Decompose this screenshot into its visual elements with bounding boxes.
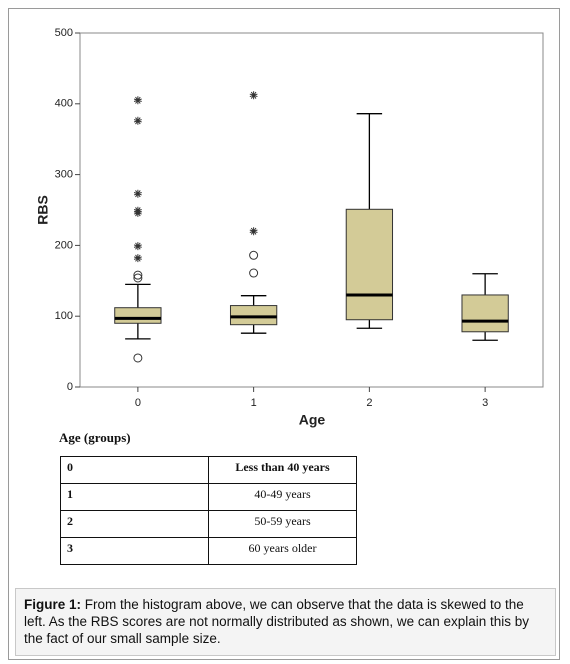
y-tick-label: 0 (67, 381, 73, 393)
y-tick-label: 200 (55, 239, 73, 251)
outlier (249, 250, 259, 260)
x-axis-title: Age (299, 412, 326, 428)
x-tick-label: 2 (366, 397, 372, 409)
x-tick-label: 1 (251, 397, 257, 409)
y-tick-label: 400 (55, 98, 73, 110)
table-cell: 0 (60, 456, 209, 484)
age-groups-table: 0 Less than 40 years 1 40-49 years 2 50-59 … (60, 456, 357, 565)
box (229, 305, 278, 326)
table-row: 2 50-59 years (60, 510, 357, 538)
table-cell: 3 (60, 537, 209, 565)
caption: Figure 1: From the histogram above, we c… (15, 588, 556, 656)
table-cell: Less than 40 years (208, 456, 357, 484)
outlier (133, 270, 143, 280)
table-row: 1 40-49 years (60, 483, 357, 511)
x-tick-label: 3 (482, 397, 488, 409)
y-tick-label: 100 (55, 310, 73, 322)
outlier (249, 268, 259, 278)
outlier (133, 353, 143, 363)
plot-area (79, 32, 544, 388)
y-axis-title: RBS (35, 195, 51, 225)
caption-text: From the histogram above, we can observe… (24, 597, 529, 646)
extreme (133, 254, 142, 263)
figure-frame (8, 8, 560, 660)
table-cell: 50-59 years (208, 510, 357, 538)
box (114, 307, 162, 324)
chart: Age RBS 0 100 200 300 400 500 0 1 2 3 (35, 27, 544, 428)
table-row: 3 60 years older (60, 537, 357, 565)
y-tick-label: 500 (55, 27, 73, 39)
table-cell: 60 years older (208, 537, 357, 565)
box (345, 208, 394, 321)
table-cell: 40-49 years (208, 483, 357, 511)
table-cell: 1 (60, 483, 209, 511)
extreme (133, 208, 142, 217)
table-row: 0 Less than 40 years (60, 456, 357, 484)
table-cell: 2 (60, 510, 209, 538)
extreme (133, 242, 142, 251)
caption-label: Figure 1: (24, 597, 82, 612)
outlier (133, 273, 143, 283)
box (461, 294, 509, 333)
extreme (133, 96, 142, 105)
extreme (133, 116, 142, 125)
y-tick-label: 300 (55, 169, 73, 181)
table-title: Age (groups) (59, 430, 131, 445)
extreme (133, 189, 142, 198)
extreme (249, 227, 258, 236)
extreme (249, 91, 258, 100)
x-tick-label: 0 (135, 397, 141, 409)
